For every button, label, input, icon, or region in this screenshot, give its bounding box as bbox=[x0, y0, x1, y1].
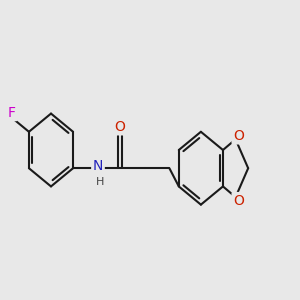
Text: F: F bbox=[8, 106, 16, 120]
Text: N: N bbox=[93, 159, 103, 173]
Text: O: O bbox=[233, 194, 244, 208]
Text: H: H bbox=[96, 177, 104, 187]
Text: O: O bbox=[233, 129, 244, 143]
Text: O: O bbox=[115, 120, 126, 134]
